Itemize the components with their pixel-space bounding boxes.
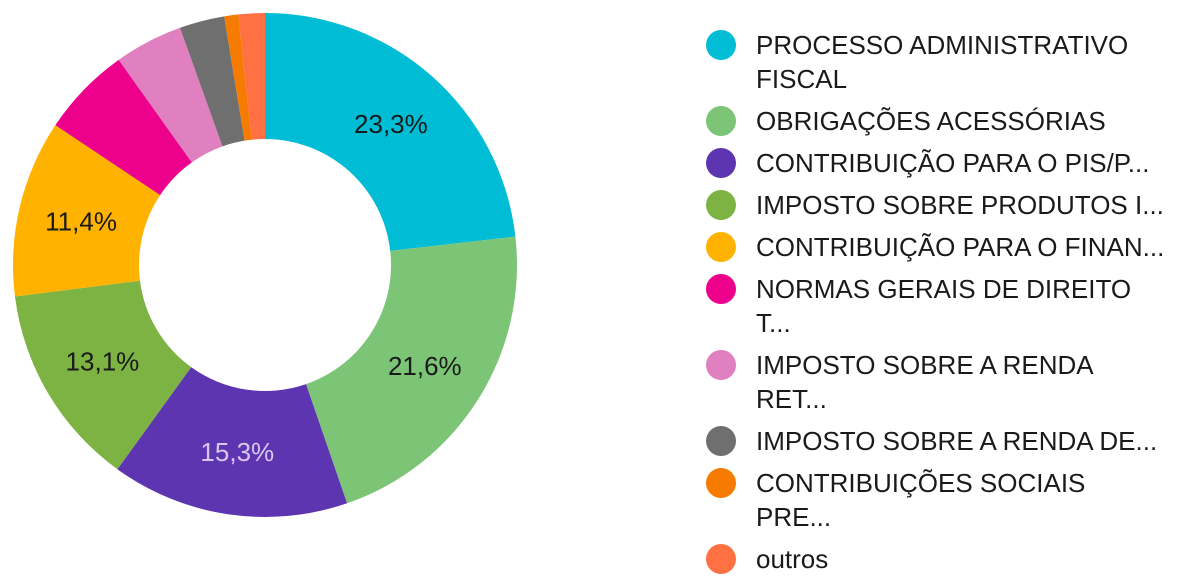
legend-item-contribuicoes-sociais-pre[interactable]: CONTRIBUIÇÕES SOCIAIS PRE... bbox=[706, 466, 1186, 534]
legend-swatch bbox=[706, 426, 736, 456]
slice-imposto-sobre-a-renda-de[interactable] bbox=[179, 16, 245, 147]
legend-label: CONTRIBUIÇÃO PARA O FINAN... bbox=[756, 232, 1165, 262]
slice-obrigacoes-acessorias[interactable] bbox=[306, 236, 517, 504]
slice-normas-gerais-de-direito-t[interactable] bbox=[55, 59, 192, 196]
legend-item-normas-gerais-de-direito-t[interactable]: NORMAS GERAIS DE DIREITO T... bbox=[706, 272, 1186, 340]
legend-label: CONTRIBUIÇÕES SOCIAIS PRE... bbox=[756, 468, 1086, 532]
data-label-contribuicao-para-o-finan: 11,4% bbox=[45, 207, 117, 237]
legend-label: NORMAS GERAIS DE DIREITO T... bbox=[756, 274, 1132, 338]
donut-chart: 23,3% 21,6% 15,3% 13,1% 11,4% PROCESSO ADMIN… bbox=[13, 13, 1164, 574]
legend-swatch bbox=[706, 274, 736, 304]
legend-label: PROCESSO ADMINISTRATIVO FISCAL bbox=[756, 30, 1129, 94]
legend-item-imposto-sobre-a-renda-de[interactable]: IMPOSTO SOBRE A RENDA DE... bbox=[706, 424, 1186, 458]
slice-imposto-sobre-a-renda-ret[interactable] bbox=[118, 27, 223, 163]
slice-contribuicao-para-o-finan[interactable] bbox=[13, 125, 161, 297]
slice-contribuicao-para-o-pis-p[interactable] bbox=[117, 367, 348, 518]
legend-item-contribuicao-para-o-finan[interactable]: CONTRIBUIÇÃO PARA O FINAN... bbox=[706, 230, 1186, 264]
legend-swatch bbox=[706, 190, 736, 220]
chart-legend: PROCESSO ADMINISTRATIVO FISCAL OBRIGAÇÕES… bbox=[706, 28, 1186, 584]
legend-swatch bbox=[706, 106, 736, 136]
legend-swatch bbox=[706, 468, 736, 498]
legend-label: IMPOSTO SOBRE A RENDA RET... bbox=[756, 350, 1093, 414]
legend-label: IMPOSTO SOBRE PRODUTOS I... bbox=[756, 190, 1164, 220]
legend-label: CONTRIBUIÇÃO PARA O PIS/P... bbox=[756, 148, 1150, 178]
slice-contribuicoes-sociais-pre[interactable] bbox=[224, 14, 252, 141]
legend-swatch bbox=[706, 148, 736, 178]
legend-item-outros[interactable]: outros bbox=[706, 542, 1186, 576]
legend-label: OBRIGAÇÕES ACESSÓRIAS bbox=[756, 106, 1106, 136]
legend-item-obrigacoes-acessorias[interactable]: OBRIGAÇÕES ACESSÓRIAS bbox=[706, 104, 1186, 138]
legend-item-imposto-sobre-a-renda-ret[interactable]: IMPOSTO SOBRE A RENDA RET... bbox=[706, 348, 1186, 416]
data-label-obrigacoes-acessorias: 21,6% bbox=[388, 351, 462, 381]
data-label-imposto-sobre-produtos-i: 13,1% bbox=[66, 346, 140, 376]
legend-item-processo-administrativo-fiscal[interactable]: PROCESSO ADMINISTRATIVO FISCAL bbox=[706, 28, 1186, 96]
legend-swatch bbox=[706, 350, 736, 380]
data-label-processo-administrativo-fiscal: 23,3% bbox=[354, 109, 428, 139]
legend-item-imposto-sobre-produtos-i[interactable]: IMPOSTO SOBRE PRODUTOS I... bbox=[706, 188, 1186, 222]
legend-label: IMPOSTO SOBRE A RENDA DE... bbox=[756, 426, 1158, 456]
legend-label: outros bbox=[756, 544, 829, 574]
donut-plot: 23,3% 21,6% 15,3% 13,1% 11,4% bbox=[13, 13, 517, 518]
slice-processo-administrativo-fiscal[interactable] bbox=[265, 13, 516, 251]
legend-item-contribuicao-para-o-pis-p[interactable]: CONTRIBUIÇÃO PARA O PIS/P... bbox=[706, 146, 1186, 180]
legend-swatch bbox=[706, 544, 736, 574]
data-label-contribuicao-para-o-pis-p: 15,3% bbox=[200, 437, 274, 467]
slice-outros[interactable] bbox=[238, 13, 265, 140]
legend-swatch bbox=[706, 232, 736, 262]
legend-swatch bbox=[706, 30, 736, 60]
slice-imposto-sobre-produtos-i[interactable] bbox=[14, 280, 192, 470]
